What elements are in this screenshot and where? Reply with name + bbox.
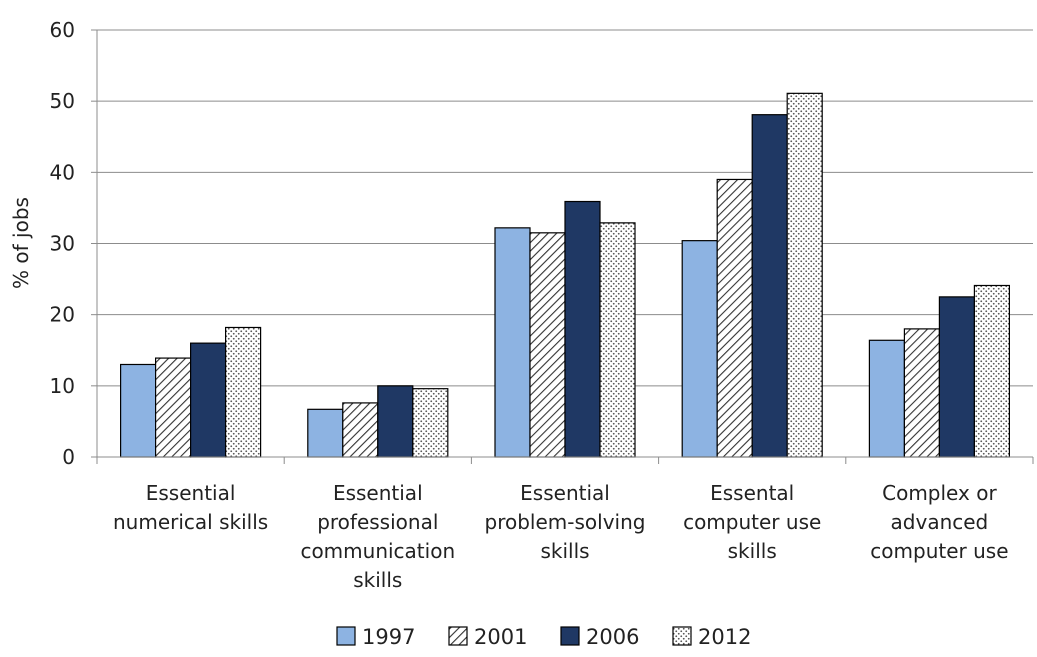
legend-swatch-2001 xyxy=(448,626,468,646)
bar-2012-0 xyxy=(225,326,262,458)
x-category-label-line: computer use xyxy=(870,539,1008,563)
bar-2006-2 xyxy=(564,200,601,458)
bar-2006-1 xyxy=(377,385,414,458)
bar-2006-4 xyxy=(938,296,976,458)
x-category-label-line: skills xyxy=(540,539,589,563)
x-category-label-line: professional xyxy=(317,510,438,534)
x-category-label: Essential problem-solving skills xyxy=(485,481,646,563)
y-tick-label: 50 xyxy=(50,89,75,113)
x-category-labels: Essential numerical skills Essential profes… xyxy=(113,481,1009,592)
bar-2006-3 xyxy=(751,114,788,458)
bar-2001-0 xyxy=(155,357,192,458)
y-tick-label: 60 xyxy=(50,18,75,42)
y-tick-label: 10 xyxy=(50,374,75,398)
x-category-label-line: numerical skills xyxy=(113,510,268,534)
x-category-label-line: computer use xyxy=(683,510,821,534)
bar-1997-0 xyxy=(119,363,157,458)
x-category-label: Essential professional communication skills xyxy=(300,481,455,592)
y-tick-labels: 0 10 20 30 40 50 60 xyxy=(50,18,75,469)
y-tick-label: 30 xyxy=(50,232,75,256)
bar-2001-2 xyxy=(529,232,566,458)
x-category-label-line: skills xyxy=(353,568,402,592)
y-tick-label: 20 xyxy=(50,303,75,327)
legend-swatch-1997 xyxy=(336,626,356,646)
x-category-label: Essental computer use skills xyxy=(683,481,821,563)
x-category-label-line: Essental xyxy=(710,481,794,505)
x-category-label-line: advanced xyxy=(891,510,989,534)
y-tick-label: 40 xyxy=(50,160,75,184)
x-category-label-line: skills xyxy=(728,539,777,563)
x-category-label-line: Essential xyxy=(146,481,236,505)
y-axis-title: % of jobs xyxy=(9,197,33,289)
legend-label-1997: 1997 xyxy=(362,625,415,649)
x-category-label-line: Complex or xyxy=(882,481,997,505)
bar-1997-4 xyxy=(868,339,906,458)
legend-label-2006: 2006 xyxy=(586,625,639,649)
bar-2001-1 xyxy=(342,402,379,458)
bar-1997-3 xyxy=(681,240,718,458)
x-category-label: Complex or advanced computer use xyxy=(870,481,1008,563)
x-category-label: Essential numerical skills xyxy=(113,481,268,534)
legend-label-2001: 2001 xyxy=(474,625,527,649)
x-category-label-line: problem-solving xyxy=(485,510,646,534)
bar-2012-3 xyxy=(786,92,823,458)
bar-2012-4 xyxy=(973,284,1011,458)
bar-2001-4 xyxy=(903,328,941,458)
bar-1997-2 xyxy=(494,227,531,458)
y-tick-label: 0 xyxy=(62,445,75,469)
x-category-label-line: Essential xyxy=(333,481,423,505)
bar-2012-2 xyxy=(599,222,636,458)
bar-2006-0 xyxy=(190,342,227,458)
legend: 1997 2001 2006 2012 xyxy=(336,625,751,649)
bar-2001-3 xyxy=(716,178,753,458)
axes xyxy=(96,30,1034,464)
legend-swatch-2006 xyxy=(560,626,580,646)
x-category-label-line: Essential xyxy=(520,481,610,505)
bar-2012-1 xyxy=(412,388,449,458)
bar-1997-1 xyxy=(307,408,344,458)
bars xyxy=(119,92,1011,458)
legend-label-2012: 2012 xyxy=(698,625,751,649)
legend-swatch-2012 xyxy=(672,626,692,646)
x-category-label-line: communication xyxy=(300,539,455,563)
